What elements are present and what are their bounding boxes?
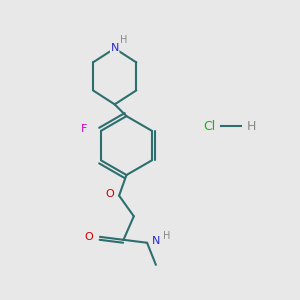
Text: H: H (247, 120, 256, 133)
Text: O: O (85, 232, 94, 242)
Text: N: N (110, 44, 119, 53)
Text: Cl: Cl (203, 120, 215, 133)
Text: O: O (105, 189, 114, 199)
Text: N: N (152, 236, 160, 246)
Text: F: F (81, 124, 88, 134)
Text: H: H (120, 34, 127, 45)
Text: H: H (163, 231, 171, 241)
